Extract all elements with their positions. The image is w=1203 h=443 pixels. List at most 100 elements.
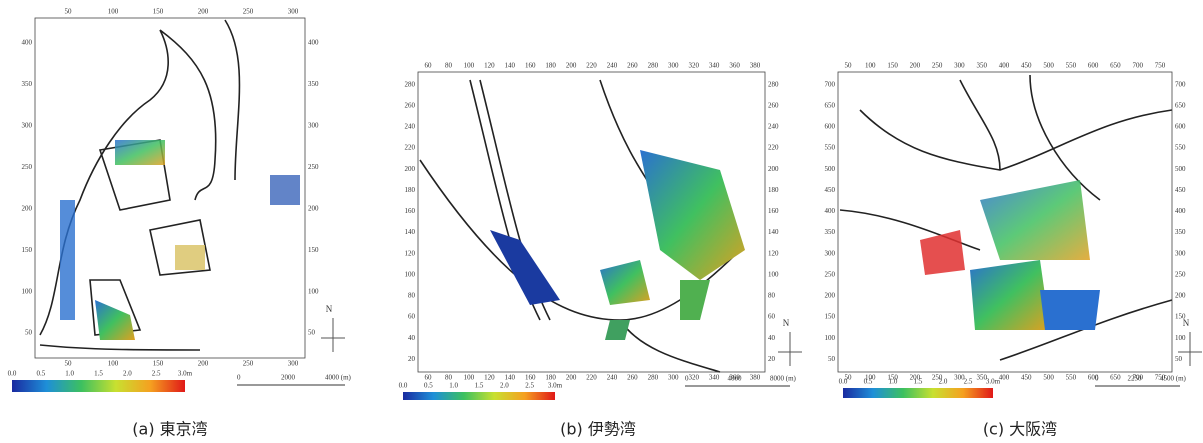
left-tick-label: 260 (405, 101, 416, 109)
scale-label: 0 (685, 375, 689, 383)
right-tick-label: 600 (1175, 123, 1186, 131)
bottom-tick-label: 340 (709, 374, 720, 382)
right-tick-label: 300 (1175, 249, 1186, 257)
left-tick-label: 400 (825, 207, 836, 215)
left-tick-label: 200 (825, 292, 836, 300)
bottom-tick-label: 280 (648, 374, 659, 382)
colorbar-label: 2.0 (939, 378, 948, 386)
north-label: N (1183, 318, 1190, 328)
scale-label: 2250 (1128, 375, 1143, 383)
right-tick-label: 300 (308, 121, 319, 129)
top-tick-label: 240 (607, 62, 618, 70)
colorbar-label: 0.0 (839, 378, 848, 386)
colorbar-label: 0.0 (8, 370, 17, 378)
bottom-tick-label: 550 (1066, 374, 1077, 382)
left-tick-label: 60 (408, 313, 416, 321)
top-tick-label: 120 (484, 62, 495, 70)
bottom-tick-label: 120 (484, 374, 495, 382)
left-tick-label: 20 (408, 355, 416, 363)
left-tick-label: 650 (825, 101, 836, 109)
top-tick-label: 100 (464, 62, 475, 70)
right-tick-label: 250 (308, 163, 319, 171)
top-tick-label: 360 (729, 62, 740, 70)
bottom-tick-label: 380 (750, 374, 761, 382)
right-tick-label: 100 (308, 287, 319, 295)
right-tick-label: 20 (768, 355, 776, 363)
bottom-tick-label: 60 (425, 374, 433, 382)
bottom-tick-label: 220 (586, 374, 597, 382)
bottom-tick-label: 160 (525, 374, 536, 382)
right-tick-label: 450 (1175, 186, 1186, 194)
right-tick-label: 50 (308, 329, 316, 337)
colorbar-label: 0.5 (864, 378, 873, 386)
right-tick-label: 350 (308, 80, 319, 88)
top-tick-label: 250 (932, 62, 943, 70)
left-tick-label: 350 (825, 228, 836, 236)
colorbar-label: 1.5 (914, 378, 923, 386)
left-tick-label: 300 (22, 121, 33, 129)
right-tick-label: 500 (1175, 165, 1186, 173)
figure: 5010015020025030050100150200250300400350… (0, 0, 1203, 443)
colorbar-label: 2.5 (525, 382, 534, 390)
colorbar-label: 1.5 (94, 370, 103, 378)
colorbar (403, 392, 555, 400)
right-tick-label: 250 (1175, 270, 1186, 278)
top-tick-label: 200 (910, 62, 921, 70)
bottom-tick-label: 50 (65, 360, 73, 368)
bottom-tick-label: 200 (198, 360, 209, 368)
scale-label: 4500 (m) (1160, 375, 1187, 383)
colorbar-label: 2.5 (964, 378, 973, 386)
map-c (840, 75, 1172, 360)
right-tick-label: 100 (1175, 334, 1186, 342)
scale-label: 0 (1095, 375, 1099, 383)
bottom-tick-label: 450 (1021, 374, 1032, 382)
top-tick-label: 340 (709, 62, 720, 70)
bottom-tick-label: 300 (288, 360, 299, 368)
left-tick-label: 50 (828, 355, 836, 363)
right-tick-label: 550 (1175, 144, 1186, 152)
scale-label: 2000 (281, 374, 296, 382)
left-tick-label: 550 (825, 144, 836, 152)
left-tick-label: 100 (825, 334, 836, 342)
colorbar (12, 380, 185, 392)
left-tick-label: 200 (22, 204, 33, 212)
left-tick-label: 300 (825, 249, 836, 257)
top-tick-label: 250 (243, 8, 254, 16)
right-tick-label: 140 (768, 228, 779, 236)
left-tick-label: 240 (405, 123, 416, 131)
top-tick-label: 100 (865, 62, 876, 70)
top-tick-label: 600 (1088, 62, 1099, 70)
bottom-tick-label: 650 (1110, 374, 1121, 382)
left-tick-label: 220 (405, 144, 416, 152)
bottom-tick-label: 140 (505, 374, 516, 382)
top-tick-label: 80 (445, 62, 453, 70)
left-tick-label: 600 (825, 123, 836, 131)
left-tick-label: 150 (825, 313, 836, 321)
left-tick-label: 50 (25, 329, 33, 337)
right-tick-label: 80 (768, 292, 776, 300)
left-tick-label: 200 (405, 165, 416, 173)
bottom-tick-label: 100 (108, 360, 119, 368)
right-tick-label: 650 (1175, 101, 1186, 109)
left-tick-label: 140 (405, 228, 416, 236)
bottom-tick-label: 400 (999, 374, 1010, 382)
left-tick-label: 100 (405, 270, 416, 278)
caption: (a) 東京湾 (132, 420, 207, 439)
top-tick-label: 700 (1132, 62, 1143, 70)
caption: (c) 大阪湾 (983, 420, 1057, 439)
right-tick-label: 200 (1175, 292, 1186, 300)
scale-label: 4000 (m) (325, 374, 352, 382)
colorbar-label: 0.5 (36, 370, 45, 378)
left-tick-label: 450 (825, 186, 836, 194)
map-a (40, 20, 300, 350)
colorbar-label: 0.5 (424, 382, 433, 390)
scale-label: 4000 (728, 375, 743, 383)
left-tick-label: 80 (408, 292, 416, 300)
scale-label: 8000 (m) (770, 375, 797, 383)
top-tick-label: 380 (750, 62, 761, 70)
right-tick-label: 100 (768, 270, 779, 278)
right-tick-label: 350 (1175, 228, 1186, 236)
top-tick-label: 300 (954, 62, 965, 70)
colorbar-label: 1.0 (65, 370, 74, 378)
bottom-tick-label: 320 (688, 374, 699, 382)
